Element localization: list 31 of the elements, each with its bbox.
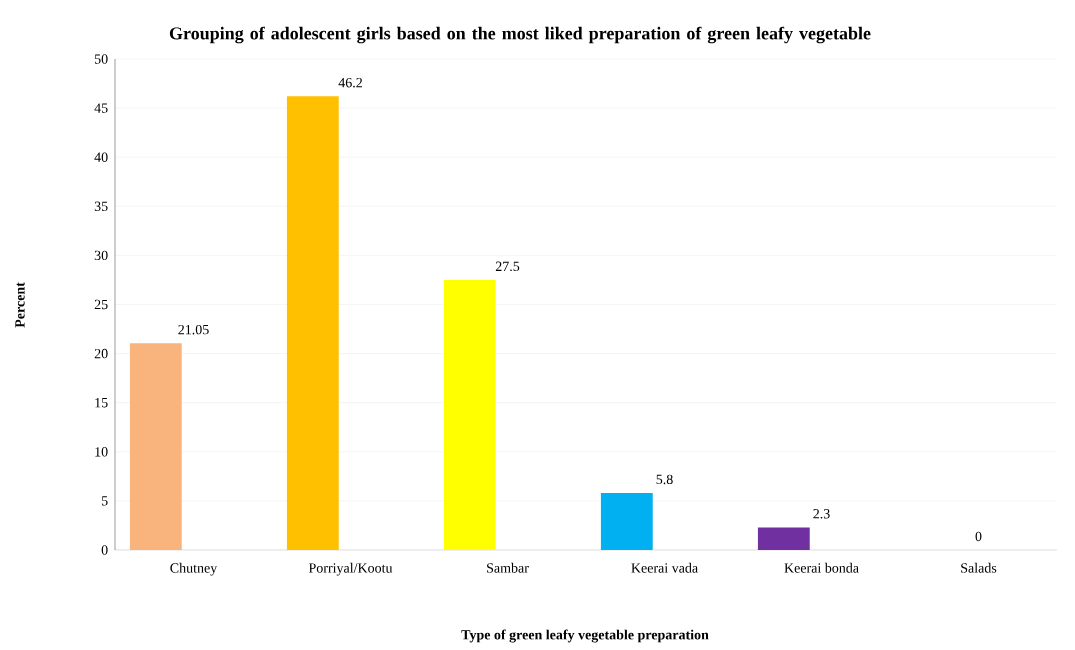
y-tick-label: 5 (101, 496, 108, 506)
y-tick-label: 20 (94, 348, 108, 359)
bar (443, 279, 496, 550)
y-tick-label: 40 (94, 152, 108, 162)
y-axis-title: Percent (15, 282, 25, 328)
x-tick-label: Keerai vada (631, 562, 698, 573)
x-tick-label: Chutney (170, 562, 218, 576)
x-tick-label: Salads (961, 562, 997, 573)
data-label: 46.2 (338, 77, 362, 88)
bar (286, 96, 339, 550)
x-tick-label: Porriyal/Kootu (308, 562, 393, 576)
y-tick-label: 30 (94, 250, 108, 261)
data-label: 2.3 (813, 509, 830, 519)
data-label: 21.05 (178, 324, 209, 335)
x-tick-label: Keerai bonda (784, 562, 859, 573)
bar (129, 343, 182, 550)
bar (600, 493, 653, 550)
chart-title: Grouping of adolescent girls based on the most liked preparation of green leafy vegetable (169, 26, 871, 44)
x-tick-label: Sambar (487, 562, 529, 573)
data-label: 5.8 (656, 474, 673, 485)
y-tick-label: 15 (95, 397, 108, 408)
data-label: 0 (975, 531, 982, 542)
data-label: 27.5 (495, 261, 520, 272)
y-tick-label: 10 (95, 447, 108, 457)
y-tick-label: 35 (94, 201, 108, 211)
x-axis-title: Type of green leafy vegetable preparation (461, 629, 709, 643)
bar (757, 527, 810, 550)
y-tick-label: 0 (101, 545, 108, 555)
y-tick-label: 25 (94, 299, 108, 310)
y-tick-label: 50 (94, 54, 108, 64)
y-tick-label: 45 (94, 103, 108, 113)
